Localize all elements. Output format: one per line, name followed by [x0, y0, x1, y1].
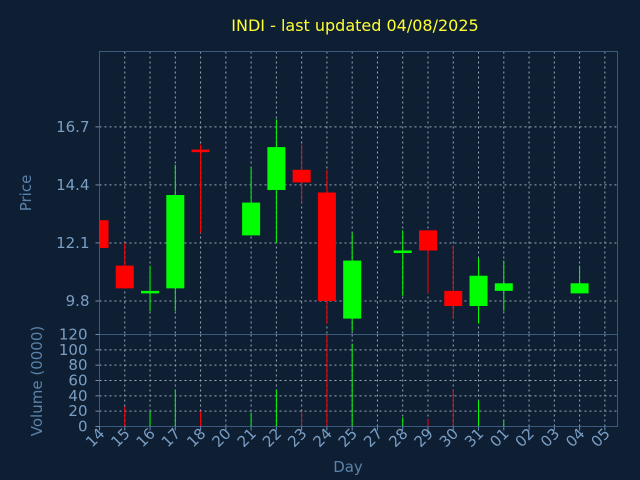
candle-body: [418, 230, 437, 251]
volume-axis-label: Volume (0000): [28, 326, 46, 436]
volume-bar: [149, 411, 151, 427]
volume-bar: [452, 389, 454, 427]
price-tick-label: 16.7: [56, 118, 89, 136]
candle-body: [494, 283, 513, 291]
volume-tick-label: 20: [68, 402, 87, 420]
volume-bar: [402, 417, 404, 427]
chart-title: INDI - last updated 04/08/2025: [231, 16, 478, 35]
volume-bar: [275, 389, 277, 427]
volume-tick-label: 120: [59, 326, 88, 344]
price-tick-label: 14.4: [56, 176, 89, 194]
candle-body: [191, 149, 210, 153]
candle-body: [141, 290, 160, 294]
candle-body: [317, 192, 336, 301]
volume-bar: [351, 343, 353, 427]
candle-body: [242, 202, 261, 236]
volume-bar: [200, 411, 202, 427]
candle-body: [343, 260, 362, 319]
candle-body: [267, 147, 286, 190]
price-axis: 9.8 12.1 14.4 16.7: [56, 118, 100, 310]
volume-bars: [124, 334, 505, 427]
volume-bar: [503, 420, 505, 427]
volume-tick-label: 40: [68, 387, 87, 405]
candle-body: [99, 220, 109, 248]
candle-body: [166, 195, 185, 289]
volume-bar: [478, 400, 480, 427]
candles: [99, 119, 589, 332]
volume-tick-label: 80: [68, 356, 87, 374]
volume-bar: [250, 412, 252, 427]
volume-bar: [427, 418, 429, 427]
candle-body: [115, 265, 134, 289]
volume-tick-label: 0: [78, 418, 88, 436]
volume-bar: [174, 389, 176, 427]
volume-tick-label: 60: [68, 372, 87, 390]
candle-body: [292, 169, 311, 183]
candle-body: [393, 250, 412, 254]
volume-bar: [301, 411, 303, 427]
volume-tick-label: 100: [59, 341, 88, 359]
volume-bar: [124, 406, 126, 427]
candle-body: [444, 290, 463, 306]
x-axis-label: Day: [333, 458, 363, 476]
candle-body: [570, 283, 589, 294]
volume-bar: [326, 334, 328, 427]
price-tick-label: 12.1: [56, 234, 89, 252]
candle-body: [469, 275, 488, 306]
y-axis-label: Price: [17, 175, 35, 212]
price-tick-label: 9.8: [66, 292, 90, 310]
